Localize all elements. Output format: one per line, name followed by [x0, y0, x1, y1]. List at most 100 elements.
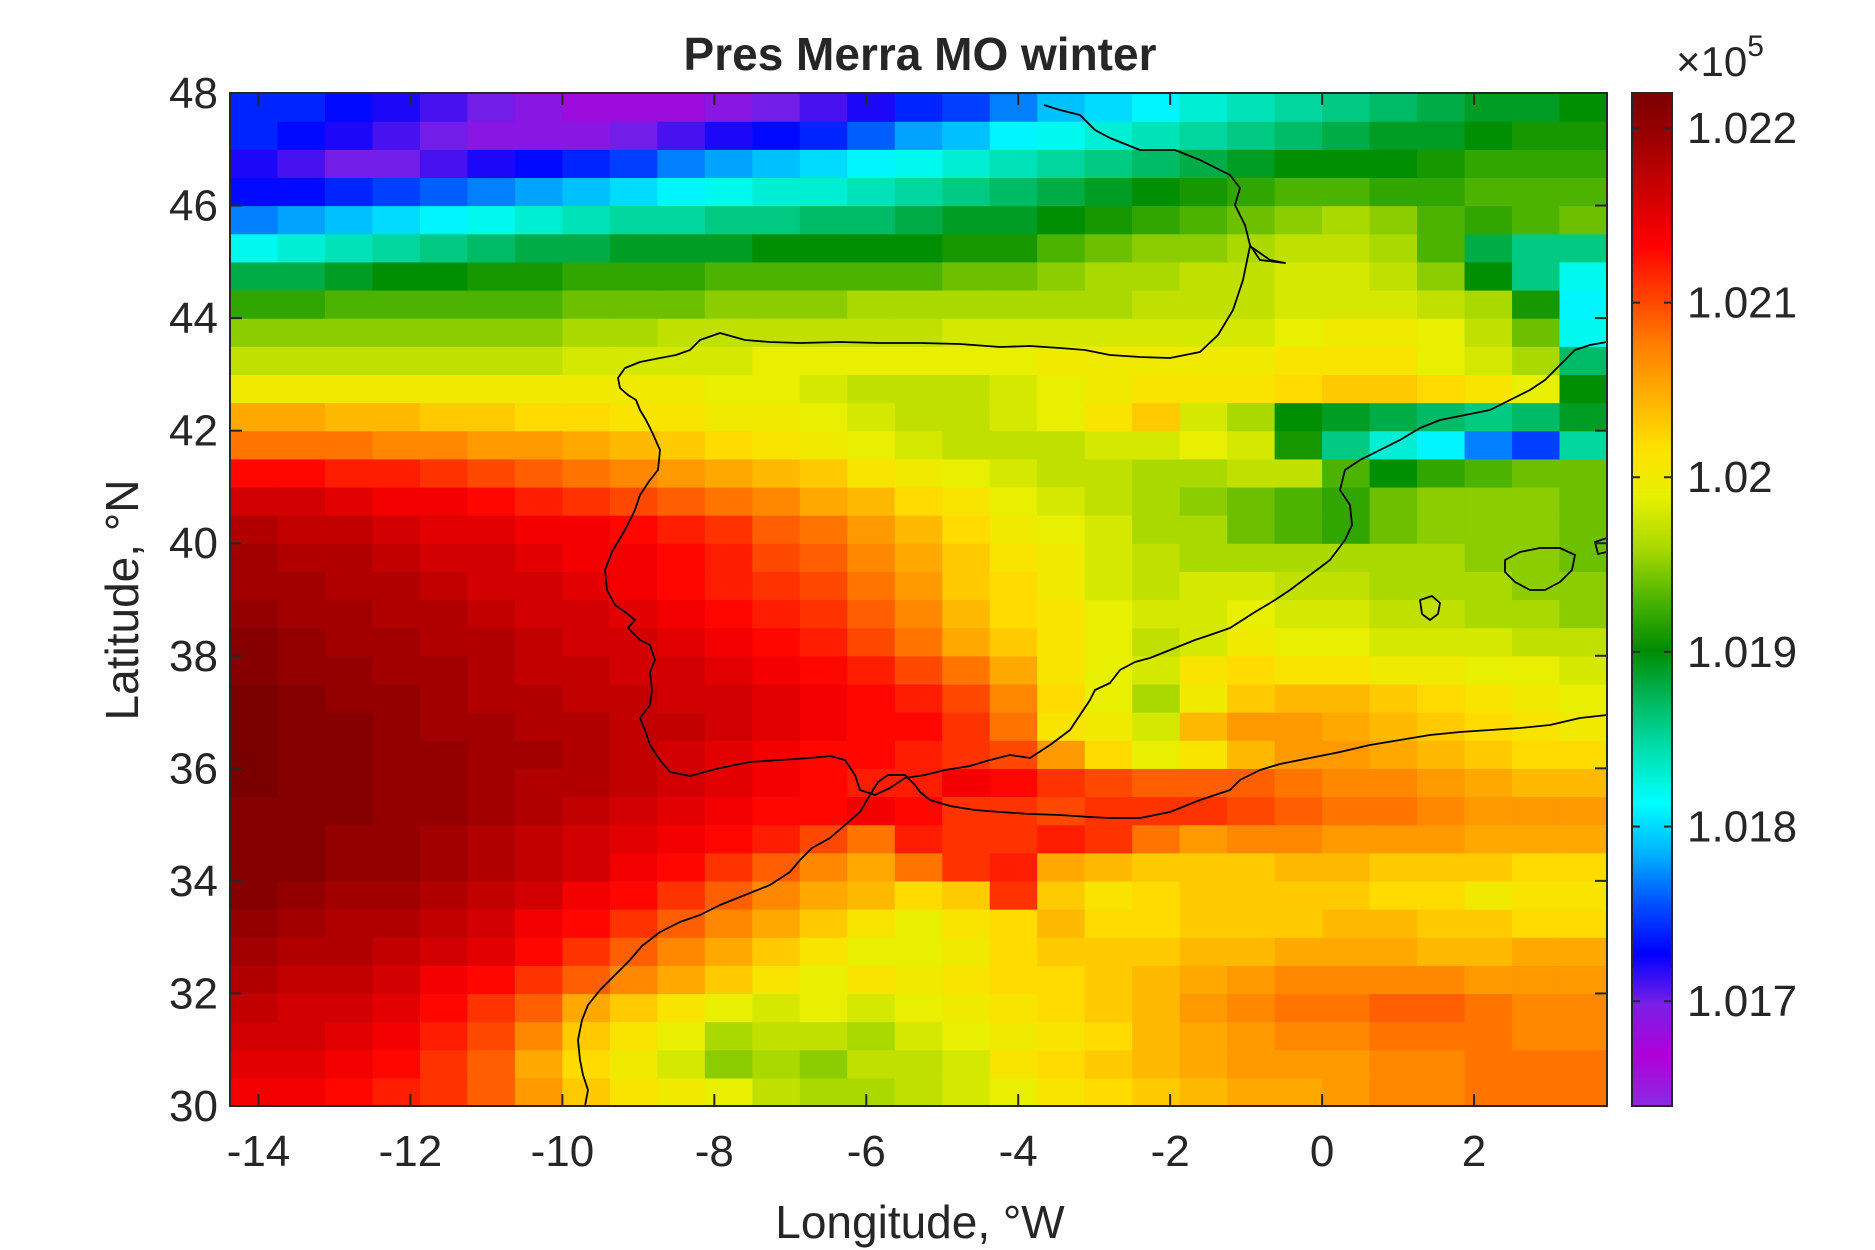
heatmap-cell	[942, 486, 991, 516]
heatmap-cell	[1084, 909, 1133, 938]
heatmap-cell	[562, 712, 611, 741]
heatmap-cell	[847, 486, 896, 516]
heatmap-cell	[1227, 402, 1276, 432]
heatmap-cell	[989, 909, 1038, 938]
heatmap-cell	[1179, 880, 1228, 910]
heatmap-cell	[230, 149, 279, 179]
heatmap-cell	[1464, 402, 1513, 432]
heatmap-cell	[419, 965, 469, 995]
heatmap-cell	[609, 937, 658, 966]
heatmap-cell	[1132, 824, 1181, 854]
heatmap-cell	[1274, 880, 1323, 910]
heatmap-cell	[514, 571, 563, 601]
heatmap-cell	[609, 965, 658, 995]
heatmap-cell	[324, 458, 374, 488]
heatmap-cell	[230, 880, 279, 910]
heatmap-cell	[1274, 318, 1323, 347]
heatmap-cell	[1322, 486, 1371, 516]
heatmap-cell	[1322, 458, 1371, 488]
heatmap-cell	[467, 571, 516, 601]
heatmap-cell	[562, 852, 611, 882]
heatmap-cell	[609, 880, 658, 910]
heatmap-cell	[894, 261, 943, 291]
heatmap-cell	[989, 712, 1038, 741]
heatmap-cell	[1512, 93, 1561, 122]
heatmap-cell	[1322, 852, 1371, 882]
heatmap-cell	[1274, 993, 1323, 1023]
heatmap-cell	[562, 346, 611, 375]
heatmap-cell	[1322, 993, 1371, 1023]
heatmap-cell	[419, 289, 469, 319]
heatmap-cell	[1417, 852, 1466, 882]
heatmap-cell	[1227, 486, 1276, 516]
heatmap-cell	[1512, 374, 1561, 404]
heatmap-cell	[657, 1077, 706, 1106]
heatmap-cell	[942, 430, 991, 460]
heatmap-cell	[1132, 1021, 1181, 1051]
heatmap-cell	[372, 824, 421, 854]
heatmap-cell	[514, 655, 563, 685]
heatmap-cell	[230, 683, 279, 713]
heatmap-cell	[514, 1049, 563, 1079]
heatmap-cell	[324, 993, 374, 1023]
y-tick-label: 30	[169, 1082, 218, 1131]
heatmap-cell	[1227, 346, 1276, 375]
heatmap-cell	[230, 515, 279, 544]
heatmap-cell	[1274, 909, 1323, 938]
heatmap-cell	[1512, 655, 1561, 685]
heatmap-cell	[752, 740, 801, 769]
heatmap-cell	[1322, 318, 1371, 347]
heatmap-cell	[657, 233, 706, 263]
heatmap-cell	[942, 712, 991, 741]
heatmap-cell	[752, 177, 801, 207]
heatmap-cell	[1084, 233, 1133, 263]
heatmap-cell	[799, 430, 848, 460]
heatmap-cell	[372, 346, 421, 375]
heatmap-cell	[1559, 627, 1607, 657]
heatmap-cell	[1559, 1021, 1607, 1051]
heatmap-cell	[1464, 261, 1513, 291]
heatmap-cell	[562, 149, 611, 179]
heatmap-cell	[467, 683, 516, 713]
heatmap-cell	[1037, 852, 1086, 882]
heatmap-cell	[1369, 599, 1418, 629]
heatmap-cell	[847, 655, 896, 685]
heatmap-cell	[894, 655, 943, 685]
heatmap-cell	[1369, 852, 1418, 882]
heatmap-cell	[1369, 655, 1418, 685]
heatmap-cell	[1369, 93, 1418, 122]
heatmap-cell	[1464, 346, 1513, 375]
heatmap-cell	[419, 993, 469, 1023]
heatmap-cell	[1227, 852, 1276, 882]
heatmap-cell	[1559, 543, 1607, 572]
heatmap-cell	[419, 1049, 469, 1079]
heatmap-cell	[609, 318, 658, 347]
heatmap-cell	[372, 261, 421, 291]
heatmap-cell	[1417, 768, 1466, 798]
heatmap-cell	[704, 796, 753, 826]
heatmap-cell	[1322, 1049, 1371, 1079]
heatmap-cell	[847, 374, 896, 404]
heatmap-cell	[1037, 177, 1086, 207]
x-axis-ticks: -14 -12 -10 -8 -6 -4 -2 0 2	[227, 93, 1486, 1176]
heatmap-cell	[419, 402, 469, 432]
heatmap-cell	[372, 599, 421, 629]
heatmap-cell	[989, 571, 1038, 601]
heatmap-cell	[1512, 683, 1561, 713]
heatmap-cell	[230, 261, 279, 291]
heatmap-cell	[989, 430, 1038, 460]
heatmap-cell	[989, 1077, 1038, 1106]
heatmap-cell	[1084, 318, 1133, 347]
heatmap-cell	[1512, 993, 1561, 1023]
heatmap-cell	[1417, 880, 1466, 910]
heatmap-cell	[799, 627, 848, 657]
heatmap-cell	[704, 1049, 753, 1079]
heatmap-cell	[942, 937, 991, 966]
heatmap-cell	[372, 796, 421, 826]
heatmap-cell	[1274, 655, 1323, 685]
heatmap-cell	[514, 458, 563, 488]
heatmap-cell	[1132, 683, 1181, 713]
heatmap-cell	[277, 880, 326, 910]
heatmap-cell	[1464, 880, 1513, 910]
